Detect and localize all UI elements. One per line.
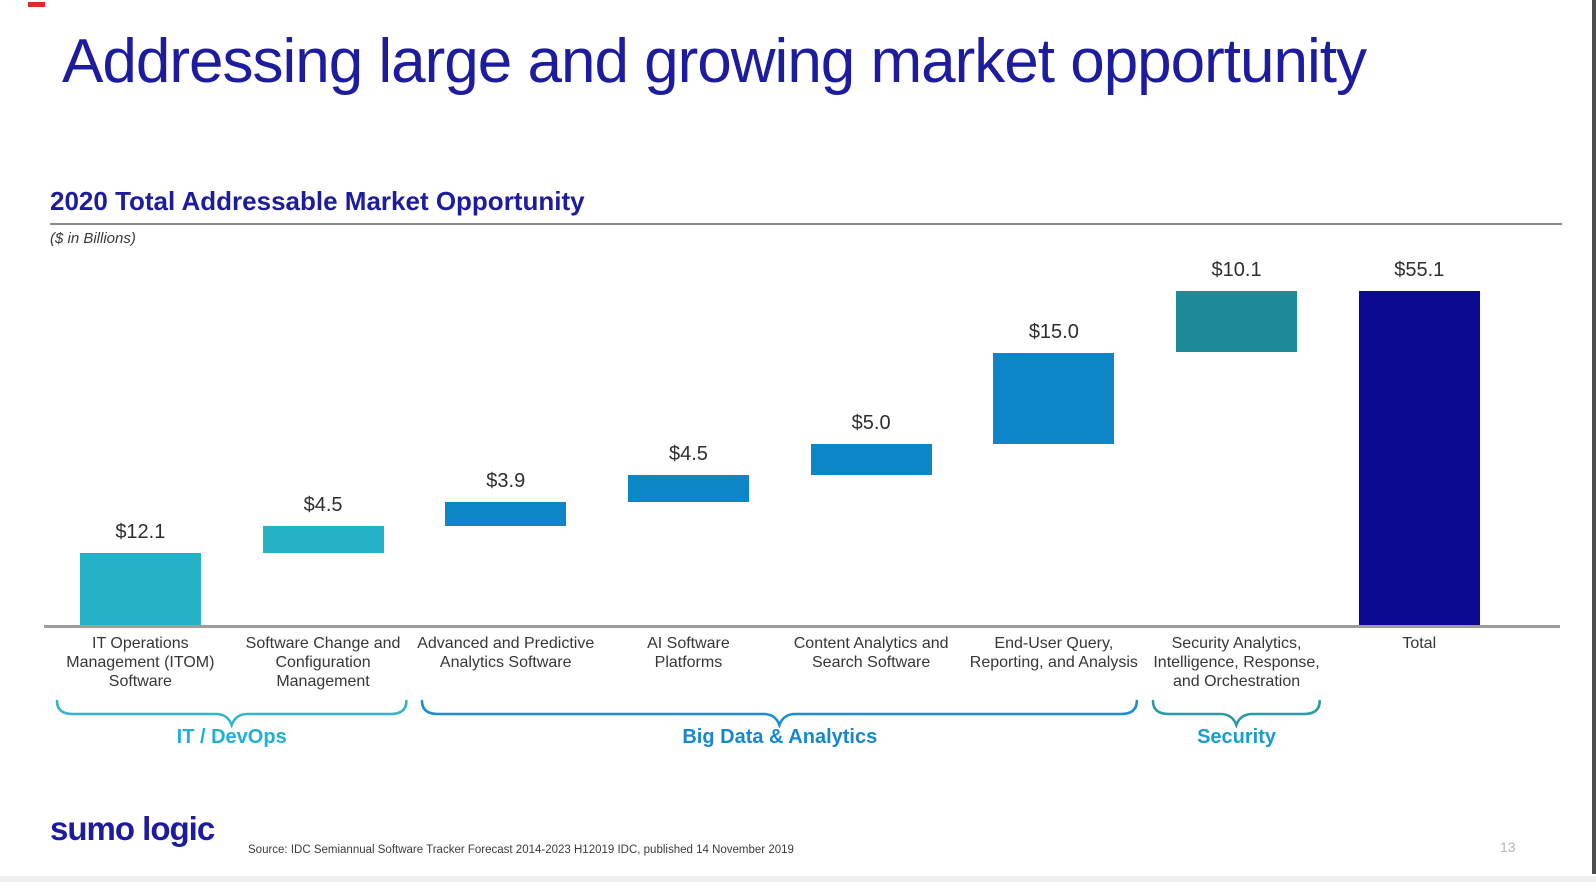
chart-bar (993, 352, 1115, 444)
bar-value-label: $4.5 (303, 493, 343, 516)
bar-value-label: $4.5 (668, 442, 708, 465)
window-bottom-edge (0, 876, 1596, 882)
chart-bar (810, 444, 932, 475)
category-label: Security Analytics, Intelligence, Respon… (1153, 635, 1320, 690)
bar-value-label: $15.0 (1028, 320, 1079, 343)
heading-underline (50, 223, 1562, 225)
bar-value-label: $55.1 (1394, 258, 1445, 281)
category-label: Total (1402, 635, 1437, 652)
source-note: Source: IDC Semiannual Software Tracker … (248, 844, 794, 856)
slide-title: Addressing large and growing market oppo… (62, 27, 1367, 96)
bar-value-label: $10.1 (1211, 258, 1262, 281)
category-label: IT Operations Management (ITOM) Software (66, 635, 215, 690)
window-right-edge (1592, 0, 1596, 874)
group-brace (55, 698, 408, 733)
bar-value-label: $5.0 (851, 412, 891, 434)
chart-bar (262, 525, 384, 554)
category-label: Content Analytics and Search Software (793, 635, 949, 671)
category-label: Advanced and Predictive Analytics Softwa… (417, 635, 595, 671)
chart-bar (445, 501, 567, 526)
group-brace (1151, 698, 1322, 733)
red-marker-icon (28, 2, 45, 7)
bar-value-label: $3.9 (486, 469, 526, 492)
bar-value-label: $12.1 (115, 521, 166, 544)
chart-bar (79, 553, 201, 627)
group-label: Security (1197, 726, 1277, 748)
chart-section-heading: 2020 Total Addressable Market Opportunit… (50, 186, 585, 216)
page-number: 13 (1500, 839, 1516, 855)
chart-bar (627, 474, 749, 502)
category-label: Software Change and Configuration Manage… (245, 635, 401, 690)
group-label: IT / DevOps (176, 726, 287, 748)
category-label: AI Software Platforms (647, 635, 730, 671)
group-label: Big Data & Analytics (682, 726, 878, 748)
sumo-logic-logo: sumo logic (50, 810, 215, 847)
category-label: End-User Query, Reporting, and Analysis (969, 635, 1138, 671)
units-note: ($ in Billions) (50, 230, 136, 247)
chart-bar (1176, 290, 1298, 353)
x-axis-line (44, 625, 1560, 628)
chart-bar (1358, 290, 1480, 627)
group-brace (420, 698, 1139, 733)
